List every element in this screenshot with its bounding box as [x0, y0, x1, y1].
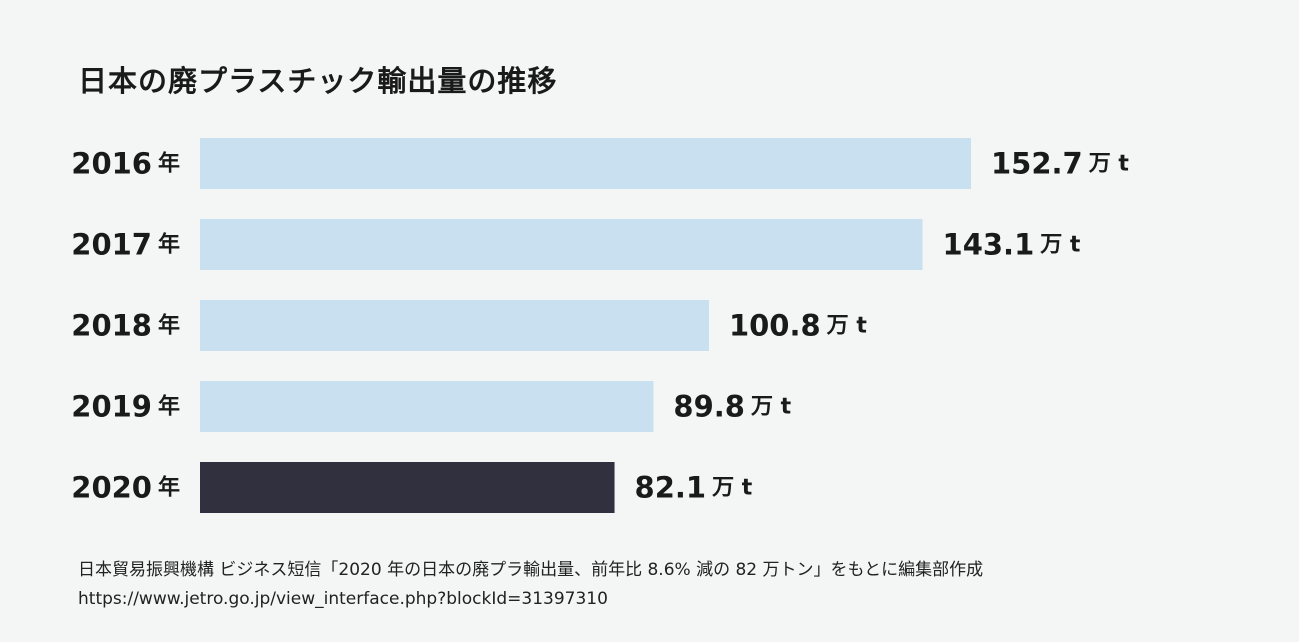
value-unit: 万 t	[826, 313, 868, 338]
category-year: 2017	[71, 228, 152, 262]
category-year: 2018	[71, 309, 152, 343]
source-note: 日本貿易振興機構 ビジネス短信「2020 年の日本の廃プラ輸出量、前年比 8.6…	[78, 556, 983, 614]
value-unit: 万 t	[711, 475, 753, 500]
value-unit: 万 t	[750, 394, 792, 419]
category-suffix: 年	[158, 474, 180, 500]
category-suffix: 年	[158, 150, 180, 176]
category-suffix: 年	[158, 312, 180, 338]
value-label-2020: 82.1 万 t	[635, 471, 753, 505]
value-number: 152.7	[991, 147, 1083, 181]
value-unit: 万 t	[1039, 232, 1081, 257]
value-number: 143.1	[943, 228, 1035, 262]
category-label-2017: 2017 年	[71, 228, 180, 262]
category-year: 2016	[71, 147, 152, 181]
value-label-2017: 143.1 万 t	[943, 228, 1081, 262]
value-label-2018: 100.8 万 t	[729, 309, 867, 343]
category-label-2019: 2019 年	[71, 390, 180, 424]
value-number: 82.1	[635, 471, 707, 505]
bar-2018	[200, 300, 709, 351]
value-label-2016: 152.7 万 t	[991, 147, 1129, 181]
source-url[interactable]: https://www.jetro.go.jp/view_interface.p…	[78, 589, 608, 609]
bar-2016	[200, 138, 971, 189]
source-citation: 日本貿易振興機構 ビジネス短信「2020 年の日本の廃プラ輸出量、前年比 8.6…	[78, 560, 984, 580]
value-number: 89.8	[673, 390, 745, 424]
value-number: 100.8	[729, 309, 821, 343]
chart-title: 日本の廃プラスチック輸出量の推移	[78, 64, 558, 98]
bar-2020	[200, 462, 615, 513]
value-label-2019: 89.8 万 t	[673, 390, 791, 424]
value-unit: 万 t	[1088, 151, 1130, 176]
bar-2019	[200, 381, 654, 432]
category-suffix: 年	[158, 393, 180, 419]
category-year: 2020	[71, 471, 152, 505]
category-label-2018: 2018 年	[71, 309, 180, 343]
category-label-2020: 2020 年	[71, 471, 180, 505]
category-suffix: 年	[158, 231, 180, 257]
bar-2017	[200, 219, 923, 270]
category-label-2016: 2016 年	[71, 147, 180, 181]
category-year: 2019	[71, 390, 152, 424]
